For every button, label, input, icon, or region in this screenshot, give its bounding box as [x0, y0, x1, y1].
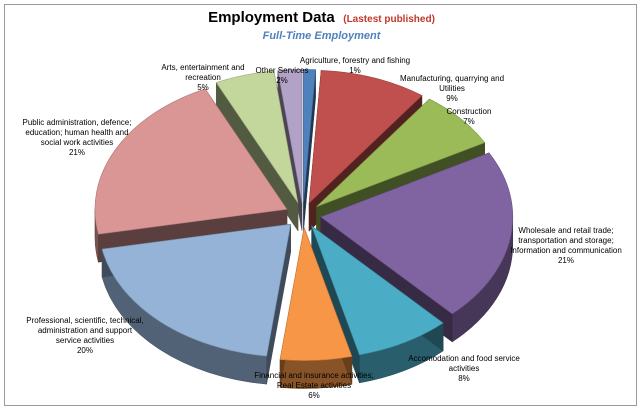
slice-label-6: Financial and insurance activities; Real … — [254, 371, 374, 400]
pie-slice-9 — [215, 70, 299, 204]
slice-label-1: Agriculture, forestry and fishing 1% — [300, 56, 410, 75]
slice-label-2: Manufacturing, quarrying and Utilities 9% — [400, 74, 504, 103]
slice-label-9: Arts, entertainment and recreation 5% — [161, 63, 244, 92]
slice-label-4: Wholesale and retail trade; transportatio… — [510, 226, 622, 265]
chart-subtitle: Full-Time Employment — [262, 30, 381, 42]
slice-label-10: Other Services 2% — [256, 66, 309, 85]
pie-slice-6 — [279, 226, 353, 361]
pie-slice-1 — [303, 69, 316, 203]
pie-slice-3 — [316, 98, 486, 207]
pie-slice-8 — [94, 88, 288, 235]
chart-title-note: (Lastest published) — [343, 14, 435, 25]
slice-label-8: Public administration, defence; education… — [23, 118, 132, 157]
slice-label-3: Construction 7% — [447, 107, 492, 126]
chart-title-row: Employment Data (Lastest published) — [0, 9, 643, 27]
pie-slice-5 — [311, 225, 444, 356]
pie-slice-2 — [308, 70, 423, 204]
chart-title: Employment Data — [208, 9, 335, 26]
pie-slice-7 — [101, 223, 292, 357]
pie-slice-4 — [320, 152, 514, 315]
pie-slice-10 — [277, 69, 303, 203]
slice-label-5: Accomodation and food service activities 8… — [408, 354, 520, 383]
slice-label-7: Professional, scientific, technical, admi… — [26, 316, 143, 355]
